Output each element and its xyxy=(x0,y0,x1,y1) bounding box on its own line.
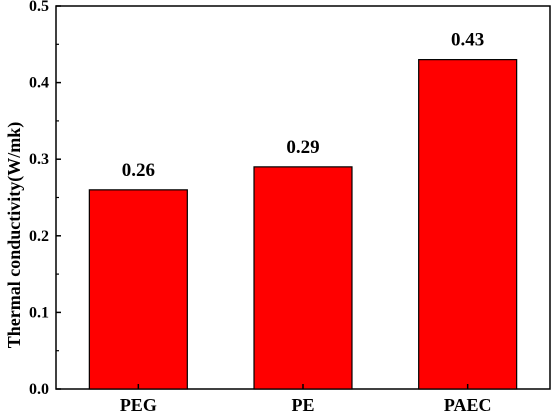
y-tick-label: 0.5 xyxy=(29,0,49,15)
y-tick-label: 0.1 xyxy=(29,304,49,321)
y-axis-title: Thermal conductivity(W/mk) xyxy=(4,122,25,349)
data-labels: 0.26 0.29 0.43 xyxy=(122,30,485,181)
bar-paec xyxy=(418,59,518,390)
y-axis-ticks: 0.0 0.1 0.2 0.3 0.4 0.5 xyxy=(29,0,61,398)
bar-pe xyxy=(253,166,353,390)
bar-peg xyxy=(88,189,188,390)
y-tick-label: 0.2 xyxy=(29,228,49,245)
x-tick-label-paec: PAEC xyxy=(444,395,492,415)
x-tick-label-peg: PEG xyxy=(120,395,157,415)
data-label-peg: 0.26 xyxy=(122,160,155,181)
data-label-paec: 0.43 xyxy=(451,30,484,51)
x-axis-tick-labels: PEG PE PAEC xyxy=(120,384,492,415)
y-tick-label: 0.3 xyxy=(29,151,49,168)
x-tick-label-pe: PE xyxy=(291,395,314,415)
y-tick-label: 0.4 xyxy=(29,75,49,92)
bars xyxy=(88,59,518,390)
data-label-pe: 0.29 xyxy=(286,137,319,158)
y-tick-label: 0.0 xyxy=(29,381,49,398)
